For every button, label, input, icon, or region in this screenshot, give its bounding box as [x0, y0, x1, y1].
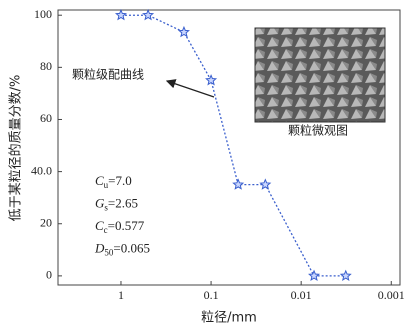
- parameter-symbol: C: [95, 218, 104, 233]
- y-tick-label: 0: [46, 268, 52, 282]
- annotation-arrow: [167, 81, 214, 97]
- y-tick-label: 40.0: [31, 163, 52, 177]
- inset-image: [255, 28, 385, 122]
- parameters: Cu=7.0 Gs=2.65 Cc=0.577 D50=0.065: [94, 173, 150, 258]
- x-tick-label: 0.01: [291, 288, 312, 302]
- parameter-symbol: D: [94, 240, 105, 255]
- parameter-symbol: C: [95, 173, 104, 188]
- inset-label: 颗粒微观图: [288, 123, 348, 138]
- parameter: Gs=2.65: [95, 195, 138, 212]
- y-tick-label: 80: [40, 59, 52, 73]
- x-axis-label: 粒径/mm: [201, 311, 257, 326]
- data-point: [206, 75, 216, 84]
- parameter: Cc=0.577: [95, 218, 145, 235]
- parameter-value: =0.065: [113, 240, 150, 255]
- data-point: [309, 271, 319, 280]
- chart: 颗粒微观图 颗粒级配曲线 粒径/mm 低于某粒径的质量分数/% Cu=7.0 Gs…: [0, 0, 407, 327]
- parameter: D50=0.065: [94, 240, 150, 257]
- y-tick-label: 20: [40, 215, 52, 229]
- y-axis-label: 低于某粒径的质量分数/%: [8, 75, 24, 222]
- data-point: [341, 271, 351, 280]
- y-tick-label: 60: [40, 111, 52, 125]
- parameter-value: =2.65: [108, 195, 138, 210]
- parameter-value: =7.0: [108, 173, 132, 188]
- data-point: [143, 10, 153, 19]
- data-point: [233, 180, 243, 189]
- x-tick-label: 0.1: [204, 288, 219, 302]
- x-tick-label: 1: [118, 288, 124, 302]
- parameter-value: =0.577: [108, 218, 145, 233]
- y-tick-label: 100: [34, 7, 52, 21]
- annotation: 颗粒级配曲线: [72, 67, 144, 82]
- data-point: [261, 180, 271, 189]
- x-tick-label: 0.001: [378, 288, 405, 302]
- parameter: Cu=7.0: [95, 173, 132, 190]
- data-point: [179, 27, 189, 36]
- data-point: [116, 10, 126, 19]
